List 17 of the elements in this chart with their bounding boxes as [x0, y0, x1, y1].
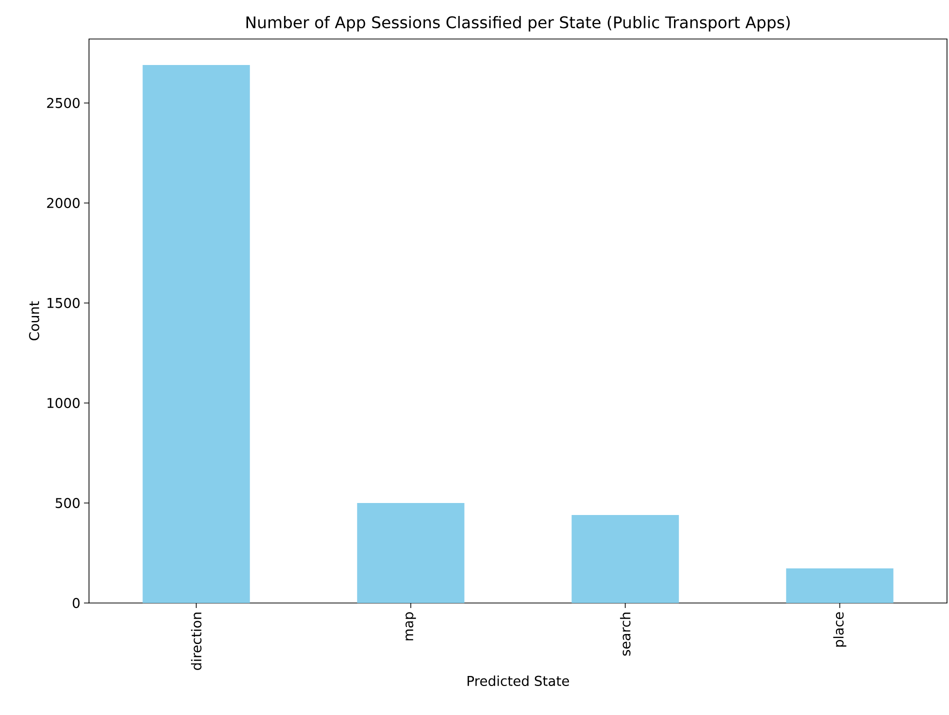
bar	[142, 64, 250, 603]
x-axis-title: Predicted State	[468, 676, 569, 686]
bar	[786, 568, 894, 603]
y-tick-label: 2000	[47, 198, 80, 208]
y-tick-label: 1000	[48, 398, 80, 408]
x-tick-label: search	[620, 612, 630, 656]
y-axis-title: Count	[29, 301, 40, 340]
chart-title: Number of App Sessions Classified per State (Public Transport Apps)	[246, 16, 790, 32]
bar	[357, 503, 464, 603]
x-tick-label: map	[406, 612, 416, 640]
y-tick-label: 0	[72, 598, 80, 608]
y-tick-label: 1500	[48, 298, 80, 308]
x-tick-label: place	[833, 612, 846, 647]
x-tick-label: direction	[191, 612, 202, 670]
y-tick-label: 500	[56, 498, 80, 508]
bar	[572, 514, 679, 603]
y-tick-label: 2500	[47, 98, 80, 108]
